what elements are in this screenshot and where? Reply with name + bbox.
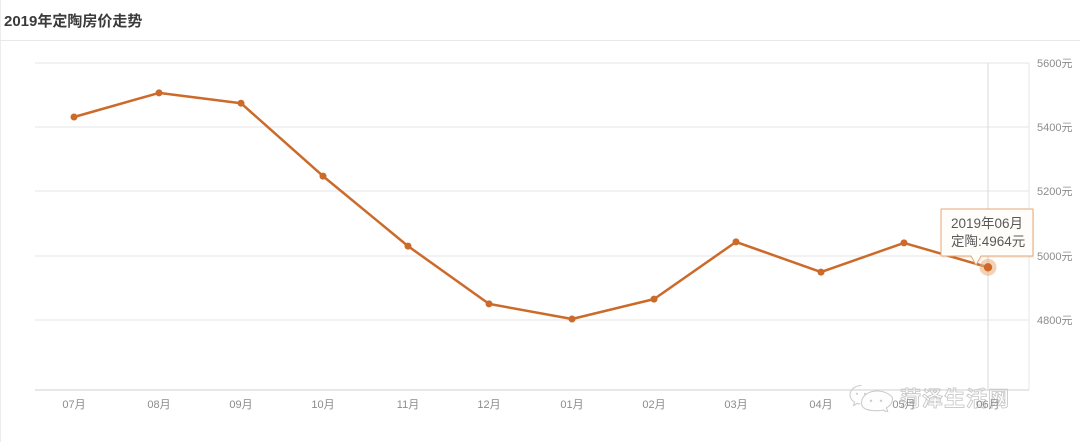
svg-text:07月: 07月 xyxy=(62,399,85,411)
svg-text:5000元: 5000元 xyxy=(1037,251,1072,263)
svg-text:09月: 09月 xyxy=(229,399,252,411)
svg-text:02月: 02月 xyxy=(642,399,665,411)
svg-text:04月: 04月 xyxy=(809,399,832,411)
svg-text:4800元: 4800元 xyxy=(1037,315,1072,327)
svg-text:定陶:4964元: 定陶:4964元 xyxy=(951,234,1025,249)
svg-text:05月: 05月 xyxy=(892,399,915,411)
svg-text:10月: 10月 xyxy=(311,399,334,411)
svg-text:5200元: 5200元 xyxy=(1037,186,1072,198)
svg-text:06月: 06月 xyxy=(976,399,999,411)
svg-text:2019年06月: 2019年06月 xyxy=(951,216,1023,231)
svg-text:03月: 03月 xyxy=(724,399,747,411)
svg-text:08月: 08月 xyxy=(147,399,170,411)
svg-text:5400元: 5400元 xyxy=(1037,122,1072,134)
svg-text:11月: 11月 xyxy=(397,399,419,411)
svg-text:5600元: 5600元 xyxy=(1037,58,1072,70)
svg-text:01月: 01月 xyxy=(560,399,583,411)
svg-text:12月: 12月 xyxy=(477,399,500,411)
